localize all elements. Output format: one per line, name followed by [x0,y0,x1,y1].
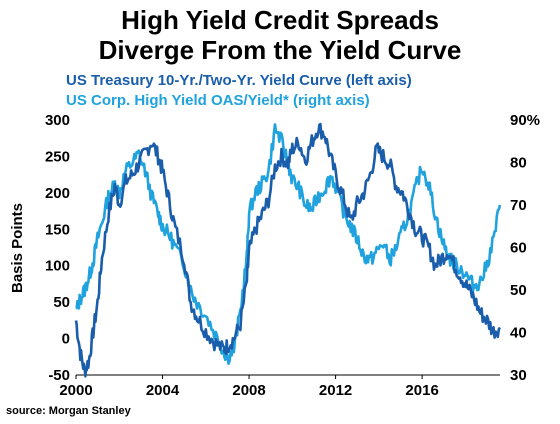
y-tick-label: 250 [45,148,70,165]
y-tick-label: 100 [45,258,70,275]
y2-tick-label: 70 [510,197,527,214]
plot-area [74,122,502,378]
series-line-high-yield [75,123,502,366]
chart-title-line2: Diverge From the Yield Curve [98,35,462,65]
y-tick-label: 50 [53,294,70,311]
y-axis-label: Basis Points [9,203,26,293]
x-tick-label: 2004 [146,382,180,399]
subtitle-high-yield: US Corp. High Yield OAS/Yield* (right ax… [66,92,370,109]
y-tick-label: 0 [62,331,70,348]
y2-tick-label: 60 [510,240,527,257]
y-tick-label: -50 [48,367,70,384]
y2-tick-label: 50 [510,282,527,299]
y2-tick-label: 30 [510,367,527,384]
chart-title-line1: High Yield Credit Spreads [121,5,439,35]
x-tick-label: 2012 [319,382,352,399]
y-tick-label: 150 [45,221,70,238]
x-tick-label: 2016 [405,382,438,399]
y-tick-label: 300 [45,112,70,129]
y2-tick-label: 80 [510,155,527,172]
subtitle-yield-curve: US Treasury 10-Yr./Two-Yr. Yield Curve (… [66,72,412,89]
y2-tick-label: 90% [510,112,540,129]
chart-axes: 300 250 200 150 100 50 0 -50 90% 80 70 60 50 40 30 2000… [45,112,540,399]
series-line-yield-curve [74,122,502,378]
y2-tick-label: 40 [510,325,527,342]
x-tick-label: 2000 [59,382,92,399]
y-tick-label: 200 [45,185,70,202]
source-note: source: Morgan Stanley [6,405,131,417]
x-tick-label: 2008 [232,382,265,399]
